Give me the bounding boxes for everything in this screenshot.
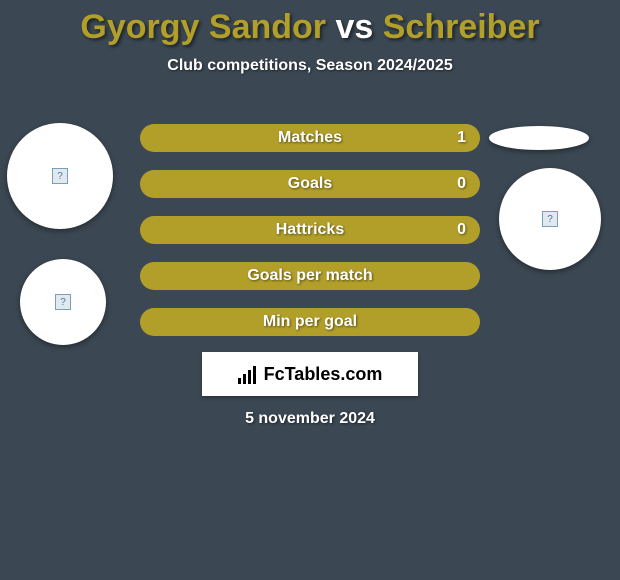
stat-bar-label: Goals [288,175,332,193]
page-title: Gyorgy Sandor vs Schreiber [0,0,620,47]
avatar: ? [7,123,113,229]
oval-shape [489,126,589,150]
avatar: ? [20,259,106,345]
title-player2: Schreiber [383,8,540,46]
image-placeholder-icon: ? [52,168,68,184]
image-placeholder-icon: ? [542,211,558,227]
image-placeholder-icon: ? [55,294,71,310]
date-label: 5 november 2024 [0,410,620,428]
stat-bar: Matches 1 [140,124,480,152]
stat-bar-label: Matches [278,129,342,147]
stat-bar-value: 0 [457,221,466,239]
stat-bar-label: Min per goal [263,313,357,331]
stat-bar-value: 1 [457,129,466,147]
attribution-brand: FcTables.com [264,364,383,385]
chart-logo-icon [238,364,258,384]
title-player1: Gyorgy Sandor [80,8,326,46]
title-vs: vs [326,8,383,46]
avatar: ? [499,168,601,270]
stat-bar-label: Goals per match [247,267,372,285]
stat-bars: Matches 1 Goals 0 Hattricks 0 Goals per match M… [140,124,480,354]
stat-bar-value: 0 [457,175,466,193]
stat-bar: Hattricks 0 [140,216,480,244]
stat-bar: Min per goal [140,308,480,336]
subtitle: Club competitions, Season 2024/2025 [0,57,620,75]
stat-bar-label: Hattricks [276,221,344,239]
stat-bar: Goals 0 [140,170,480,198]
stat-bar: Goals per match [140,262,480,290]
attribution-panel: FcTables.com [202,352,418,396]
